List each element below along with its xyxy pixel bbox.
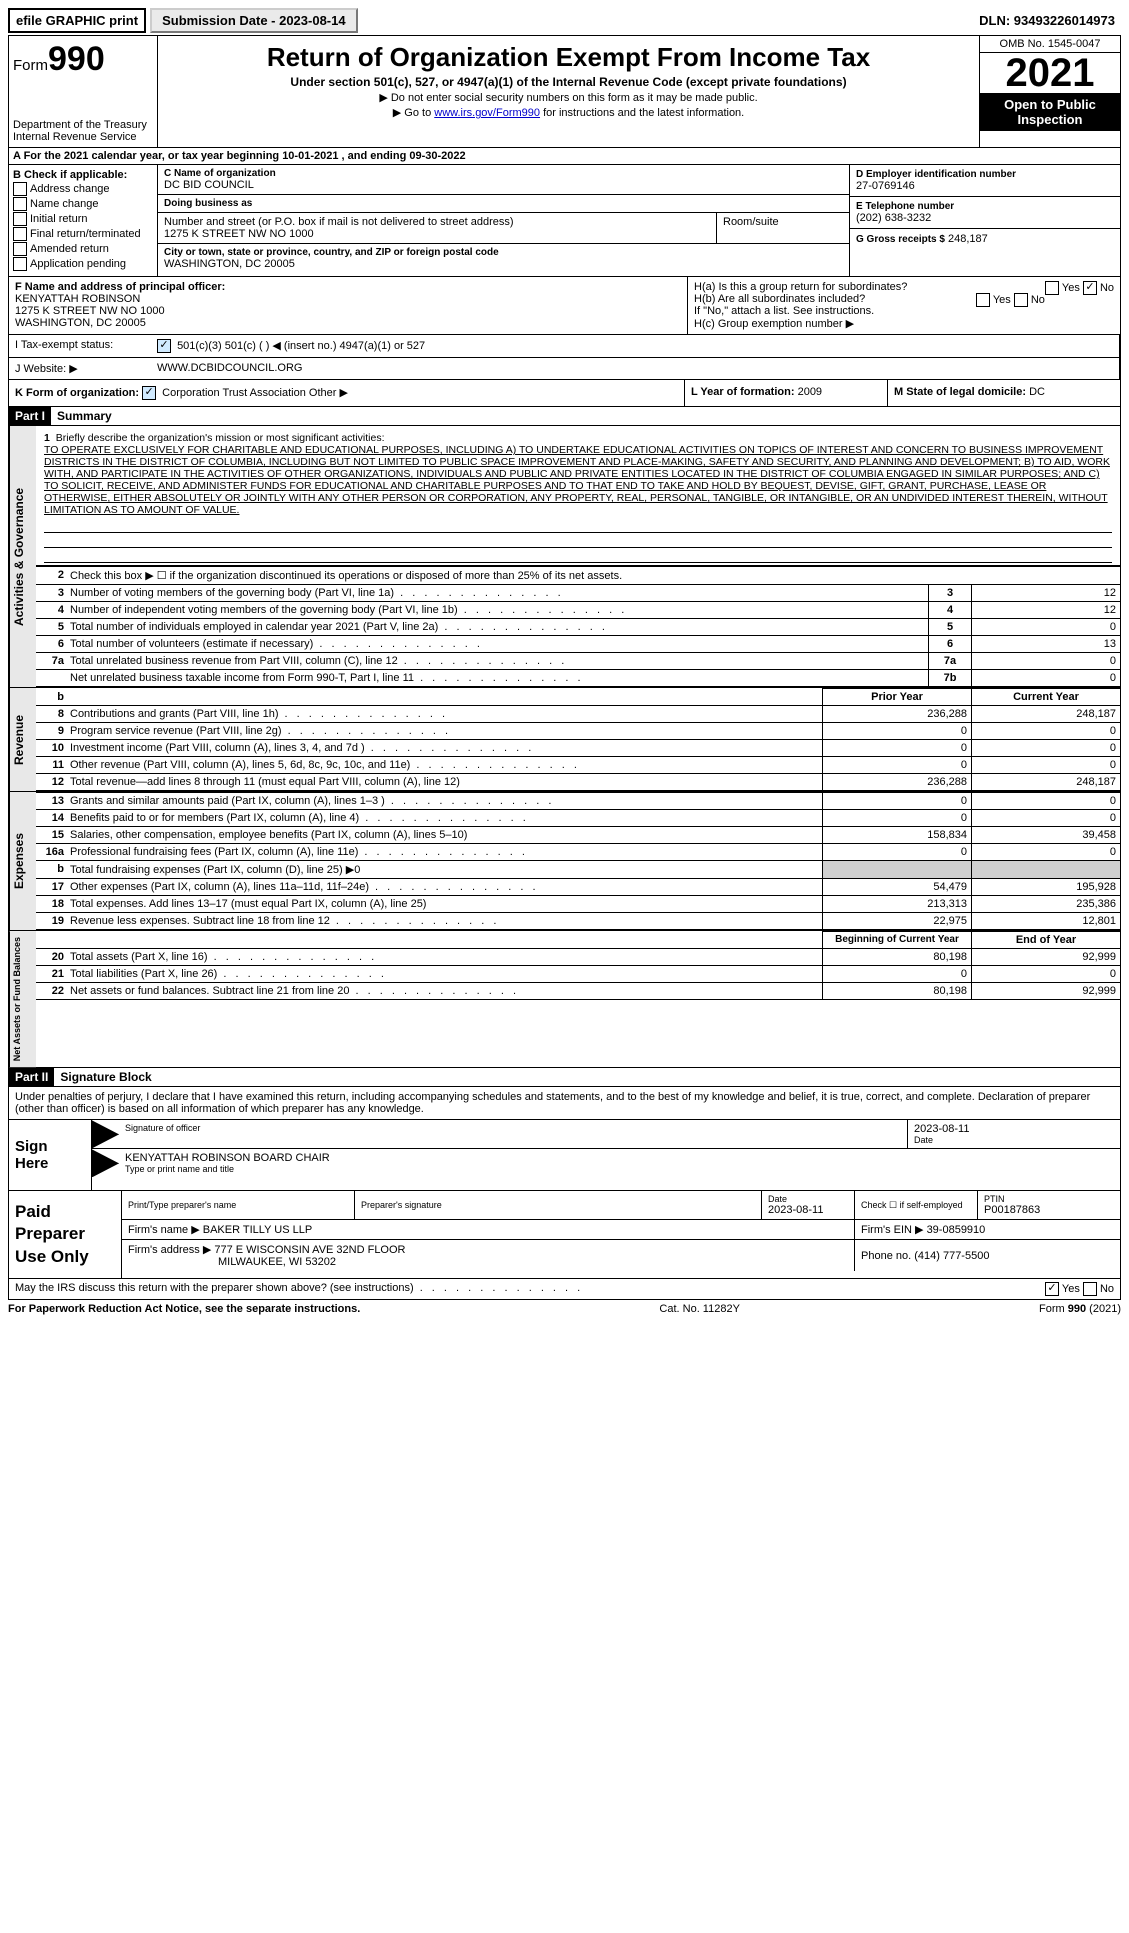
col-d-ein-phone: D Employer identification number 27-0769…	[850, 165, 1120, 276]
ein: 27-0769146	[856, 180, 1114, 192]
tab-activities-governance: Activities & Governance	[9, 426, 36, 687]
revenue-block: Revenue bPrior YearCurrent Year 8Contrib…	[8, 688, 1121, 792]
row-j: J Website: ▶ WWW.DCBIDCOUNCIL.ORG	[8, 358, 1121, 380]
tab-revenue: Revenue	[9, 688, 36, 791]
gross-receipts: 248,187	[948, 233, 988, 245]
phone: (202) 638-3232	[856, 212, 1114, 224]
discuss-row: May the IRS discuss this return with the…	[8, 1279, 1121, 1300]
form-number: Form990	[13, 40, 153, 79]
irs-label: Internal Revenue Service	[13, 131, 153, 143]
goto-note: ▶ Go to www.irs.gov/Form990 for instruct…	[166, 106, 971, 119]
form-subtitle: Under section 501(c), 527, or 4947(a)(1)…	[166, 75, 971, 89]
top-bar: efile GRAPHIC print Submission Date - 20…	[8, 8, 1121, 33]
part2-badge: Part II	[9, 1068, 54, 1086]
declaration-text: Under penalties of perjury, I declare th…	[8, 1087, 1121, 1120]
row-klm: K Form of organization: ✓ Corporation Tr…	[8, 380, 1121, 407]
row-i: I Tax-exempt status: ✓ 501(c)(3) 501(c) …	[8, 335, 1121, 358]
dept-label: Department of the Treasury	[13, 119, 153, 131]
org-name: DC BID COUNCIL	[164, 179, 843, 191]
paid-preparer-block: Paid Preparer Use Only Print/Type prepar…	[8, 1191, 1121, 1278]
row-f-h: F Name and address of principal officer:…	[8, 277, 1121, 335]
part2-header-row: Part II Signature Block	[8, 1068, 1121, 1087]
sign-here-block: Sign Here Signature of officer 2023-08-1…	[8, 1120, 1121, 1191]
col-c-org-info: C Name of organization DC BID COUNCIL Do…	[158, 165, 850, 276]
form-header: Form990 Department of the Treasury Inter…	[8, 35, 1121, 148]
part1-header-row: Part I Summary	[8, 407, 1121, 426]
expenses-block: Expenses 13Grants and similar amounts pa…	[8, 792, 1121, 931]
firm-ein: 39-0859910	[927, 1224, 986, 1236]
arrow-icon	[92, 1149, 119, 1177]
mission-text: TO OPERATE EXCLUSIVELY FOR CHARITABLE AN…	[44, 444, 1112, 516]
dln-label: DLN: 93493226014973	[973, 10, 1121, 31]
firm-name: BAKER TILLY US LLP	[203, 1224, 312, 1236]
tab-expenses: Expenses	[9, 792, 36, 930]
officer-sig-name: KENYATTAH ROBINSON BOARD CHAIR	[125, 1152, 1114, 1164]
tax-year: 2021	[980, 53, 1120, 93]
submission-date-button[interactable]: Submission Date - 2023-08-14	[150, 8, 358, 33]
ptin: P00187863	[984, 1204, 1040, 1216]
row-a-period: A For the 2021 calendar year, or tax yea…	[8, 148, 1121, 165]
street-address: 1275 K STREET NW NO 1000	[164, 228, 710, 240]
activities-governance-block: Activities & Governance 1 Briefly descri…	[8, 426, 1121, 688]
col-b-checkboxes: B Check if applicable: Address change Na…	[9, 165, 158, 276]
section-bcd: B Check if applicable: Address change Na…	[8, 165, 1121, 277]
arrow-icon	[92, 1120, 119, 1148]
part1-badge: Part I	[9, 407, 51, 425]
city-state-zip: WASHINGTON, DC 20005	[164, 258, 843, 270]
ssn-note: ▶ Do not enter social security numbers o…	[166, 91, 971, 104]
footer-row: For Paperwork Reduction Act Notice, see …	[8, 1300, 1121, 1318]
website: WWW.DCBIDCOUNCIL.ORG	[151, 358, 1120, 379]
net-assets-block: Net Assets or Fund Balances Beginning of…	[8, 931, 1121, 1068]
firm-phone: (414) 777-5500	[914, 1250, 989, 1262]
irs-link[interactable]: www.irs.gov/Form990	[434, 107, 540, 119]
efile-label: efile GRAPHIC print	[8, 8, 146, 33]
officer-name: KENYATTAH ROBINSON	[15, 293, 681, 305]
form-title: Return of Organization Exempt From Incom…	[166, 42, 971, 73]
tab-net-assets: Net Assets or Fund Balances	[9, 931, 36, 1067]
open-inspection-label: Open to Public Inspection	[980, 93, 1120, 131]
